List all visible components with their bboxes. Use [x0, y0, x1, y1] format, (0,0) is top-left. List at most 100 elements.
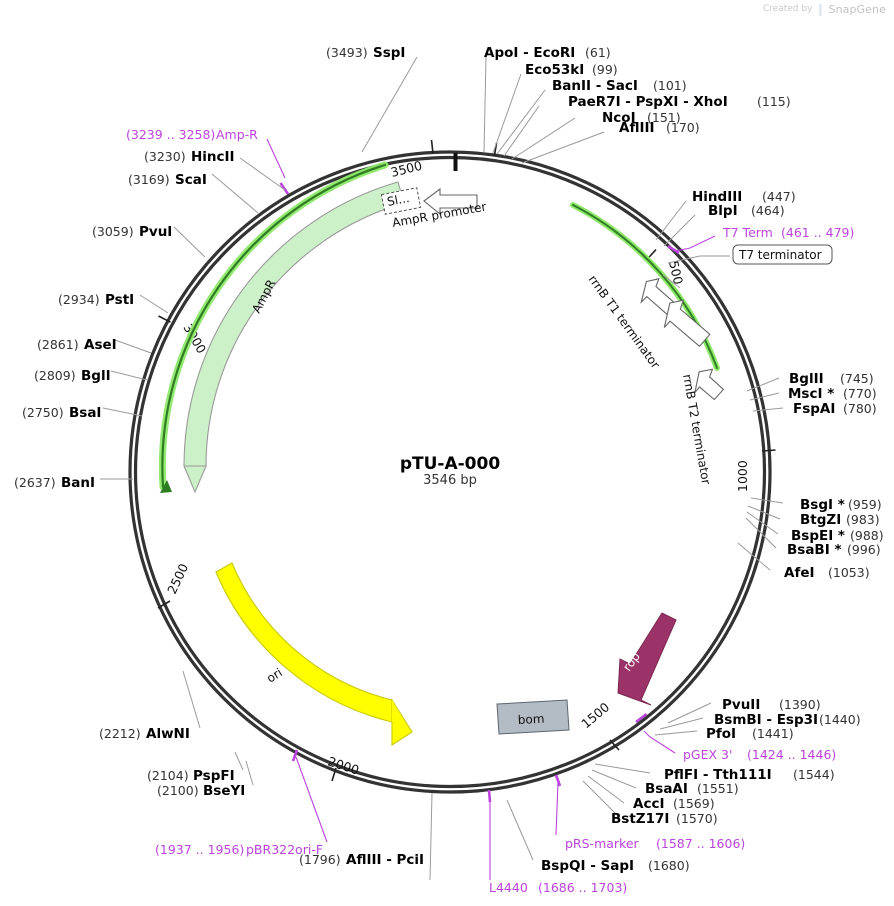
site-label-hindiii[interactable]: HindIII (447) — [692, 189, 796, 205]
site-label-bglii[interactable]: BglII (745) — [789, 371, 874, 387]
site-enz-banii-saci: BanII - SacI — [552, 78, 638, 94]
site-pos-bspei: (988) — [850, 528, 884, 543]
site-pos-acci: (1569) — [673, 796, 715, 811]
site-label-pflfi-tth111i[interactable]: PflFI - Tth111I (1544) — [664, 767, 835, 783]
site-label-bsabi[interactable]: BsaBI * (996) — [787, 542, 881, 558]
feature-bom[interactable]: bom — [496, 699, 570, 735]
site-enz-sspi: SspI — [373, 45, 405, 61]
site-label-ncoi[interactable]: NcoI (151) — [602, 110, 681, 126]
site-enz-afliii-170: AflIII — [619, 120, 655, 136]
site-enz-pflfi-tth111i: PflFI - Tth111I — [664, 767, 772, 783]
site-label-eco53ki[interactable]: Eco53kI (99) — [525, 62, 618, 78]
site-label-bsgi[interactable]: BsgI * (959) — [800, 497, 882, 513]
site-label-sspi[interactable]: (3493) SspI — [326, 45, 405, 61]
site-pos-bsgi: (959) — [848, 497, 882, 512]
primer-name-l4440: L4440 — [489, 880, 528, 895]
site-label-psti[interactable]: (2934) PstI — [58, 292, 134, 308]
site-enz-bspei: BspEI * — [791, 528, 845, 544]
site-enz-bgli: BglI — [81, 368, 111, 384]
site-enz-bani: BanI — [61, 475, 95, 491]
site-label-blpi[interactable]: BlpI (464) — [708, 203, 785, 219]
site-label-afliii-pcii[interactable]: (1796) AflIII - PciI — [299, 852, 424, 868]
feature-ampr-promoter[interactable]: Sl... AmpR promoter — [380, 187, 487, 230]
site-enz-pspfi: PspFI — [193, 768, 235, 784]
site-label-pfoi[interactable]: PfoI (1441) — [706, 726, 794, 742]
site-enz-asei: AseI — [84, 337, 117, 353]
site-label-bsmbi-esp3i[interactable]: BsmBI - Esp3I (1440) — [714, 712, 861, 728]
site-enz-afei: AfeI — [784, 565, 815, 581]
tick-label-2500: 2500 — [164, 561, 191, 596]
site-group-top-right[interactable]: ApoI - EcoRI (61) Eco53kI (99) BanII - S… — [484, 45, 791, 136]
site-label-pspfi[interactable]: (2104) PspFI — [147, 768, 235, 784]
site-enz-fspai: FspAI — [793, 401, 835, 417]
site-group-bottom-right[interactable]: PvuII (1390) BsmBI - Esp3I (1440) PfoI (… — [541, 697, 861, 874]
site-label-afliii-170[interactable]: AflIII (170) — [619, 120, 700, 136]
site-label-bsai[interactable]: (2750) BsaI — [22, 405, 101, 421]
site-label-scai[interactable]: (3169) ScaI — [128, 172, 207, 188]
site-pos-bspqi-sapi: (1680) — [648, 858, 690, 873]
site-pos-asei: (2861) — [37, 337, 79, 352]
site-pos-psti: (2934) — [58, 292, 100, 307]
site-pos-hincii: (3230) — [144, 149, 186, 164]
site-enz-bstz17i: BstZ17I — [611, 811, 669, 827]
primer-label-t7-term[interactable]: T7 Term (461 .. 479) — [722, 225, 854, 240]
site-group-right-lower[interactable]: BsgI * (959) BtgZI (983) BspEI * (988) B… — [784, 497, 884, 581]
primer-range-t7-term: (461 .. 479) — [781, 225, 854, 240]
site-label-pvuii[interactable]: PvuII (1390) — [722, 697, 821, 713]
snapgene-watermark: Created by ❙ SnapGene — [763, 2, 886, 16]
site-label-pvui[interactable]: (3059) PvuI — [92, 224, 172, 240]
site-enz-acci: AccI — [633, 796, 664, 812]
site-enz-eco53ki: Eco53kI — [525, 62, 584, 78]
site-group-bottom-left[interactable]: (1796) AflIII - PciI (1937 .. 1956) pBR3… — [99, 726, 424, 868]
site-label-hincii[interactable]: (3230) HincII — [144, 149, 235, 165]
site-enz-btgzi: BtgZI — [800, 512, 841, 528]
primer-range-pgex3: (1424 .. 1446) — [747, 747, 836, 762]
primer-label-pbr322ori-f[interactable]: (1937 .. 1956) pBR322ori-F — [155, 842, 323, 857]
site-group-right-mid[interactable]: BglII (745) MscI * (770) FspAI (780) — [788, 371, 877, 417]
site-label-asei[interactable]: (2861) AseI — [37, 337, 117, 353]
feature-t7-terminator[interactable]: T7 terminator — [667, 244, 833, 265]
plasmid-size: 3546 bp — [423, 473, 477, 488]
site-pos-bsaai: (1551) — [697, 781, 739, 796]
site-pos-afliii-pcii: (1796) — [299, 852, 341, 867]
site-label-fspai[interactable]: FspAI (780) — [793, 401, 877, 417]
primer-label-l4440[interactable]: L4440 (1686 .. 1703) — [489, 880, 627, 895]
feature-label-bom: bom — [517, 712, 544, 727]
site-label-msci[interactable]: MscI * (770) — [788, 386, 877, 402]
site-label-bseyi[interactable]: (2100) BseYI — [157, 783, 245, 799]
primer-range-l4440: (1686 .. 1703) — [538, 880, 627, 895]
site-group-right-upper[interactable]: HindIII (447) BlpI (464) — [692, 189, 796, 219]
site-label-apoi-ecori[interactable]: ApoI - EcoRI (61) — [484, 45, 611, 61]
primer-label-pgex3[interactable]: pGEX 3' (1424 .. 1446) — [683, 747, 836, 762]
site-enz-blpi: BlpI — [708, 203, 738, 219]
site-label-bspqi-sapi[interactable]: BspQI - SapI (1680) — [541, 858, 690, 874]
site-label-bstz17i[interactable]: BstZ17I (1570) — [611, 811, 718, 827]
site-label-paer7i-pspxi-xhoi[interactable]: PaeR7I - PspXI - XhoI (115) — [568, 94, 791, 110]
primer-name-prs-marker: pRS-marker — [565, 836, 640, 851]
site-label-bani[interactable]: (2637) BanI — [14, 475, 95, 491]
feature-rop[interactable]: rop — [617, 612, 677, 706]
primer-label-amp-r[interactable]: (3239 .. 3258) Amp-R — [126, 127, 258, 142]
primer-label-prs-marker[interactable]: pRS-marker (1587 .. 1606) — [565, 836, 745, 851]
site-label-btgzi[interactable]: BtgZI (983) — [800, 512, 880, 528]
feature-rrnb-t1-terminator[interactable]: rrnB T1 terminator — [586, 273, 713, 372]
site-label-bsaai[interactable]: BsaAI (1551) — [645, 781, 739, 797]
site-enz-bsaai: BsaAI — [645, 781, 688, 797]
primer-range-prs-marker: (1587 .. 1606) — [656, 836, 745, 851]
site-label-acci[interactable]: AccI (1569) — [633, 796, 715, 812]
site-enz-paer7i-pspxi-xhoi: PaeR7I - PspXI - XhoI — [568, 94, 728, 110]
plasmid-name: pTU-A-000 — [400, 454, 500, 474]
feature-rrnb-t2-terminator[interactable]: rrnB T2 terminator — [680, 368, 725, 486]
site-pos-fspai: (780) — [843, 401, 877, 416]
site-label-afei[interactable]: AfeI (1053) — [784, 565, 870, 581]
site-label-bspei[interactable]: BspEI * (988) — [791, 528, 884, 544]
site-enz-bseyi: BseYI — [203, 783, 245, 799]
site-enz-apoi-ecori: ApoI - EcoRI — [484, 45, 575, 61]
feature-ampr[interactable]: AmpR — [183, 181, 405, 494]
site-pos-pvui: (3059) — [92, 224, 134, 239]
site-group-left[interactable]: (2637) BanI (2750) BsaI (2809) BglI (286… — [14, 127, 258, 491]
site-pos-sspi: (3493) — [326, 45, 368, 60]
site-label-alwni[interactable]: (2212) AlwNI — [99, 726, 190, 742]
site-label-banii-saci[interactable]: BanII - SacI (101) — [552, 78, 687, 94]
site-label-bgli[interactable]: (2809) BglI — [34, 368, 111, 384]
